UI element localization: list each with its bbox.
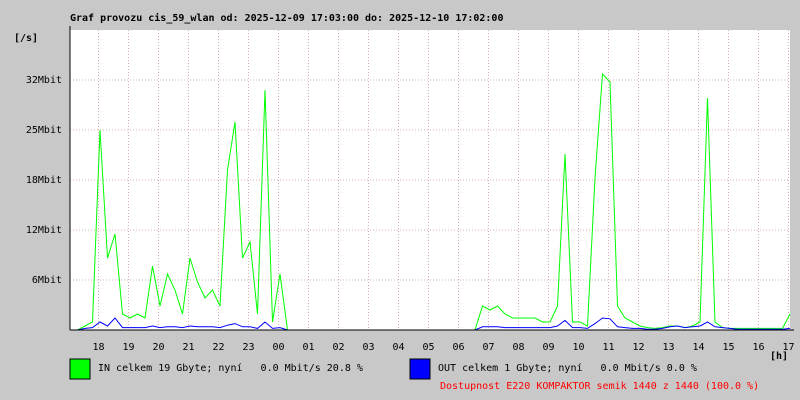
x-tick-label: 15 [722, 342, 734, 353]
y-tick-label: 32Mbit [26, 75, 62, 86]
x-tick-label: 02 [332, 342, 344, 353]
x-tick-label: 01 [302, 342, 314, 353]
y-tick-label: 18Mbit [26, 175, 62, 186]
y-tick-label: 6Mbit [32, 275, 62, 286]
x-tick-label: 13 [662, 342, 674, 353]
x-tick-label: 07 [482, 342, 494, 353]
x-tick-label: 04 [392, 342, 404, 353]
x-tick-label: 18 [92, 342, 104, 353]
x-tick-label: 20 [152, 342, 164, 353]
x-tick-label: 22 [212, 342, 224, 353]
legend-label: IN celkem 19 Gbyte; nyní 0.0 Mbit/s 20.8… [98, 362, 363, 374]
x-tick-label: 05 [422, 342, 434, 353]
x-tick-label: 11 [602, 342, 614, 353]
x-tick-label: 21 [182, 342, 194, 353]
x-tick-label: 10 [572, 342, 584, 353]
x-tick-label: 19 [122, 342, 134, 353]
x-tick-label: 09 [542, 342, 554, 353]
x-tick-label: 12 [632, 342, 644, 353]
y-tick-label: 12Mbit [26, 225, 62, 236]
x-tick-label: 03 [362, 342, 374, 353]
chart-title: Graf provozu cis_59_wlan od: 2025-12-09 … [70, 12, 503, 24]
x-tick-label: 16 [752, 342, 764, 353]
x-tick-label: 14 [692, 342, 704, 353]
x-tick-label: 00 [272, 342, 284, 353]
x-tick-label: 08 [512, 342, 524, 353]
legend-swatch [409, 358, 431, 380]
y-axis-label: [/s] [14, 33, 38, 44]
legend-swatch [69, 358, 91, 380]
legend-label: OUT celkem 1 Gbyte; nyní 0.0 Mbit/s 0.0 … [438, 362, 697, 374]
x-axis-label: [h] [770, 351, 788, 362]
y-tick-label: 25Mbit [26, 125, 62, 136]
x-tick-label: 23 [242, 342, 254, 353]
x-tick-label: 06 [452, 342, 464, 353]
availability: Dostupnost E220 KOMPAKTOR semik 1440 z 1… [440, 381, 759, 392]
x-tick-label: 17 [782, 342, 794, 353]
